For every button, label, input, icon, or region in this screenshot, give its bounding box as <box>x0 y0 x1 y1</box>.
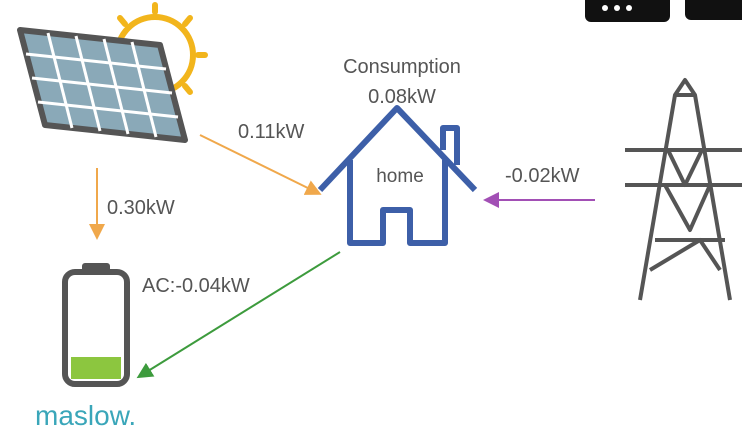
device-corner <box>585 0 742 22</box>
arrow <box>136 251 341 379</box>
brand-logo: maslow. <box>35 400 136 431</box>
flow-label: -0.02kW <box>505 165 580 187</box>
consumption-title: Consumption <box>343 56 461 78</box>
home-label: home <box>376 166 424 187</box>
flow-label: 0.30kW <box>107 197 175 219</box>
flow-label: 0.11kW <box>238 121 304 143</box>
solar-panel-icon <box>17 27 188 143</box>
battery-icon <box>62 263 130 387</box>
flow-label: AC:-0.04kW <box>142 275 250 297</box>
consumption-value: 0.08kW <box>368 86 436 108</box>
house-icon <box>317 105 478 246</box>
pylon-icon <box>625 78 742 301</box>
arrow <box>199 134 322 195</box>
